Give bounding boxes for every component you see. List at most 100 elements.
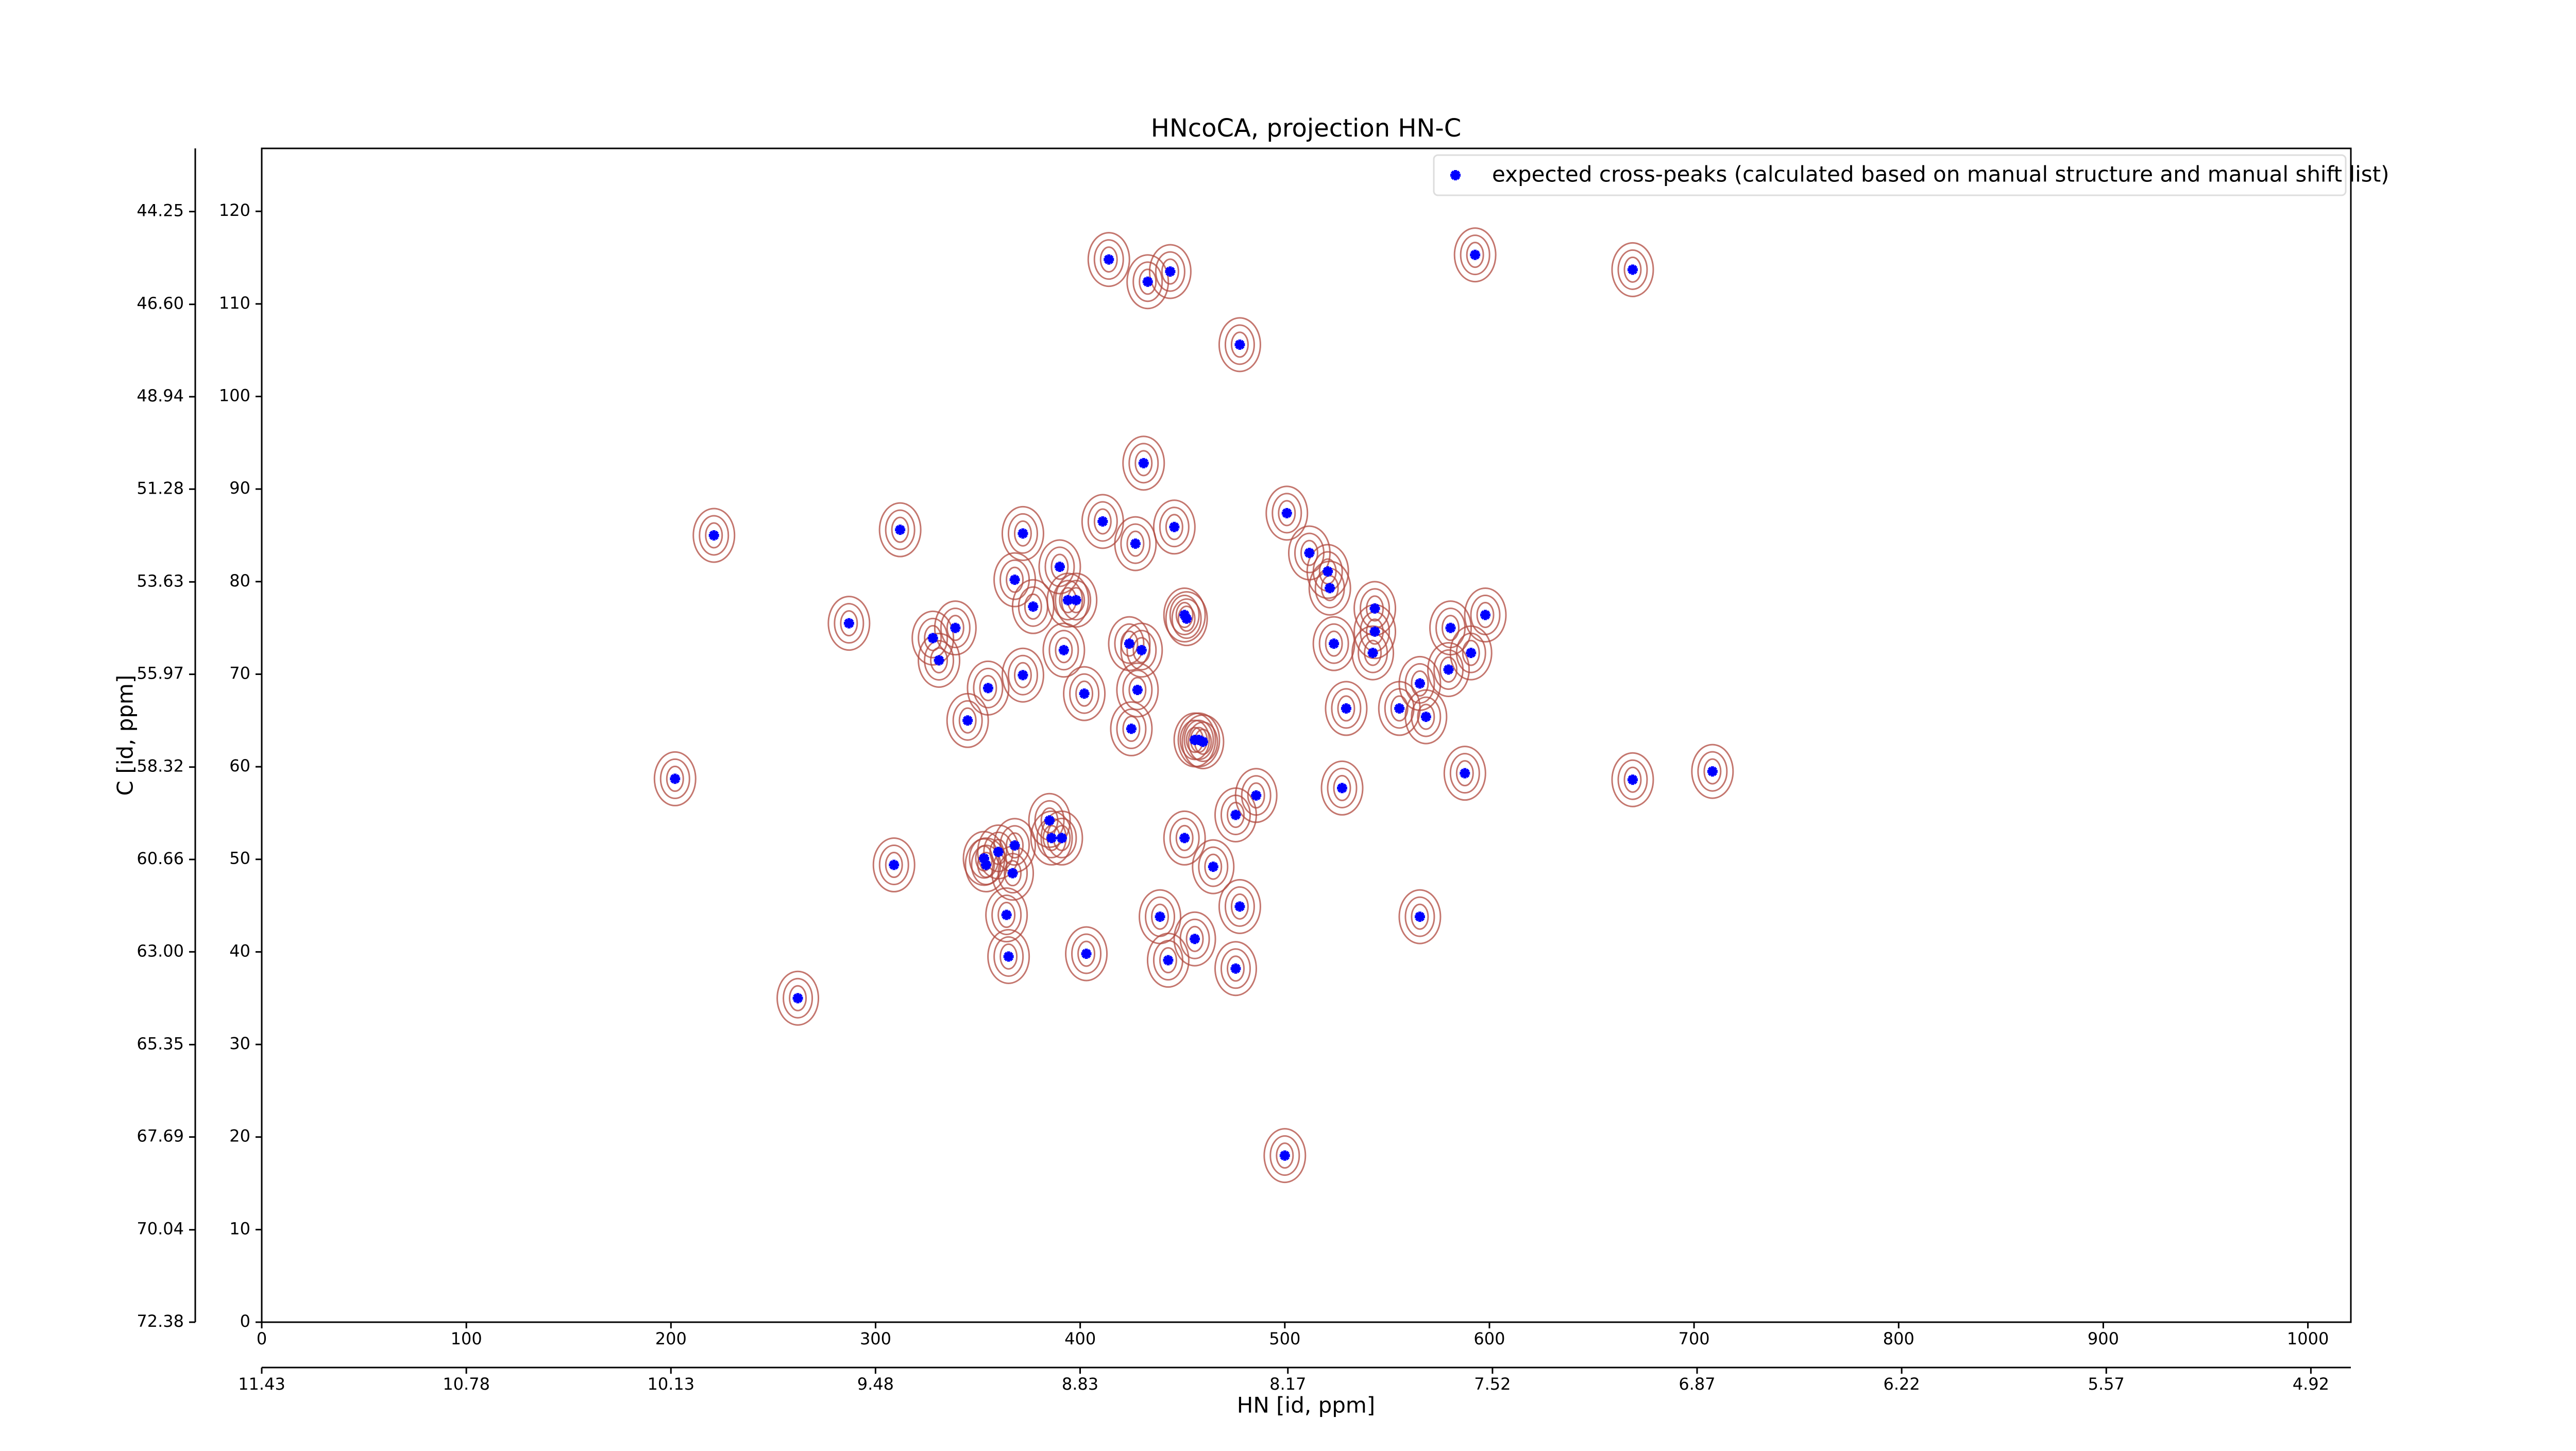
cross-peak xyxy=(1414,678,1425,689)
contour xyxy=(1122,669,1153,711)
contour xyxy=(1004,860,1022,887)
x2-tick-label: 10.13 xyxy=(647,1374,694,1394)
contour-layer xyxy=(653,227,1734,1184)
contour xyxy=(1024,593,1042,620)
contour xyxy=(1132,261,1163,302)
contour xyxy=(1134,450,1153,477)
contour xyxy=(1331,688,1362,729)
contour xyxy=(1126,530,1145,557)
cross-peak xyxy=(1325,583,1335,594)
contour xyxy=(1466,242,1484,268)
contour xyxy=(1006,566,1024,593)
x2-tick-label: 4.92 xyxy=(2293,1374,2329,1394)
y-tick-label: 20 xyxy=(229,1126,250,1146)
x-tick-label: 900 xyxy=(2088,1329,2119,1348)
contour xyxy=(1122,435,1165,491)
contour xyxy=(1390,695,1409,722)
y-tick-label: 70 xyxy=(229,663,250,683)
cross-peak xyxy=(1009,575,1020,585)
cross-peak xyxy=(1126,723,1137,734)
contour xyxy=(789,985,807,1011)
cross-peak xyxy=(978,853,989,864)
contour xyxy=(987,929,1030,984)
contour xyxy=(1404,689,1448,745)
cross-peak xyxy=(1046,833,1057,843)
contour xyxy=(1040,810,1083,866)
contour xyxy=(1038,539,1081,595)
contour xyxy=(1151,903,1170,930)
contour xyxy=(1198,846,1229,887)
contour xyxy=(659,758,690,799)
contour xyxy=(776,970,820,1026)
contour xyxy=(1272,493,1302,534)
cross-peak xyxy=(1707,766,1718,777)
x2-tick-label: 5.57 xyxy=(2088,1374,2125,1394)
cross-peak xyxy=(1251,790,1262,801)
contour xyxy=(1122,715,1141,742)
contour xyxy=(985,887,1028,943)
y2-tick-label: 51.28 xyxy=(137,478,184,498)
contour xyxy=(1224,886,1255,927)
contour xyxy=(1139,268,1157,295)
y-tick-label: 50 xyxy=(229,849,250,868)
contour xyxy=(1128,443,1159,484)
contour xyxy=(1048,630,1079,671)
cross-peak xyxy=(708,530,719,541)
contour xyxy=(885,509,916,550)
contour xyxy=(1623,766,1642,793)
contour xyxy=(1126,254,1170,310)
contour xyxy=(1337,695,1355,722)
axes-layer: 0 100 200 300 400 500 600 700 800 900 1000 0 10 20 30 4… xyxy=(137,147,2389,1394)
cross-peak xyxy=(927,633,938,644)
cross-peak xyxy=(1627,774,1638,785)
y-tick-label: 100 xyxy=(219,385,250,405)
contour xyxy=(1173,911,1216,967)
contour xyxy=(692,508,736,563)
contour xyxy=(973,667,1004,708)
y2-tick-label: 58.32 xyxy=(137,756,184,776)
cross-peak xyxy=(934,655,944,666)
x2-tick-label: 10.78 xyxy=(443,1374,490,1394)
contour xyxy=(783,977,814,1019)
contour xyxy=(878,845,909,886)
contour xyxy=(1617,759,1648,800)
contour xyxy=(993,936,1024,977)
cross-peak xyxy=(1079,688,1090,699)
cross-peak xyxy=(1058,645,1069,655)
cross-peak xyxy=(1003,951,1014,962)
contour xyxy=(1427,642,1470,697)
contour xyxy=(1171,598,1202,639)
contour xyxy=(1165,514,1183,541)
y2-tick-label: 72.38 xyxy=(137,1311,184,1331)
cross-peak xyxy=(1304,548,1315,559)
contour xyxy=(997,902,1016,929)
cross-peak xyxy=(1044,815,1055,826)
cross-peak xyxy=(1367,648,1378,659)
contour xyxy=(1120,523,1151,564)
contour xyxy=(1116,708,1147,749)
contour xyxy=(1325,681,1368,736)
y-tick-label: 60 xyxy=(229,756,250,775)
cross-peak xyxy=(1420,712,1431,722)
contour xyxy=(1007,654,1038,696)
contour xyxy=(699,515,730,556)
cross-peak xyxy=(1460,768,1470,779)
cross-peak xyxy=(1138,458,1149,468)
contour xyxy=(999,943,1018,970)
contour xyxy=(1042,622,1086,678)
y2-tick-label: 65.35 xyxy=(137,1034,184,1053)
cross-peak xyxy=(1163,955,1174,966)
contour xyxy=(1055,572,1098,628)
y-axis-label: C [id, ppm] xyxy=(113,675,138,796)
cross-peak xyxy=(1142,276,1153,287)
cross-peak xyxy=(993,847,1004,857)
x-tick-label: 300 xyxy=(860,1329,891,1348)
contour xyxy=(1623,256,1642,283)
contour xyxy=(1177,712,1221,768)
contour xyxy=(1071,933,1102,974)
chart-title: HNcoCA, projection HN-C xyxy=(1151,114,1461,143)
cross-peak xyxy=(1190,934,1200,944)
y2-tick-label: 46.60 xyxy=(137,294,184,313)
contour xyxy=(1159,947,1177,974)
